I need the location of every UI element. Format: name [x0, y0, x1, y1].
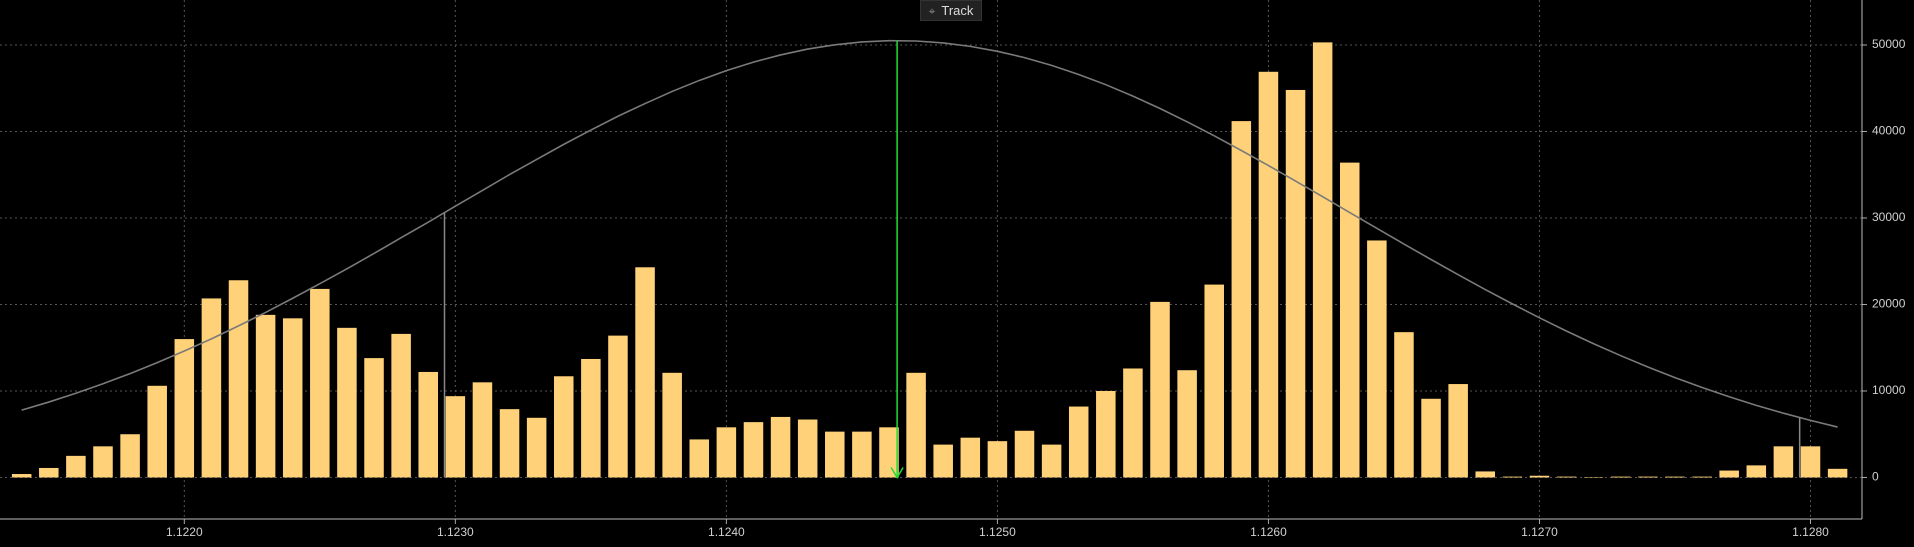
- x-tick-label: 1.1260: [1250, 525, 1287, 539]
- bar: [1827, 468, 1848, 478]
- bar: [960, 437, 981, 478]
- bar: [282, 318, 303, 478]
- bar: [1611, 476, 1631, 478]
- bar: [1746, 465, 1767, 478]
- bar: [1068, 406, 1089, 478]
- bar: [445, 396, 466, 478]
- bar: [852, 431, 872, 478]
- bar: [1556, 476, 1577, 478]
- bar: [93, 446, 113, 478]
- bar: [310, 288, 330, 478]
- bar: [499, 409, 520, 478]
- bar: [1123, 368, 1143, 478]
- bar: [987, 441, 1008, 478]
- bar: [174, 339, 195, 478]
- bar: [1665, 476, 1685, 478]
- bar: [1773, 446, 1794, 478]
- bar: [933, 444, 953, 478]
- bar: [1421, 398, 1441, 478]
- bar: [1502, 476, 1523, 478]
- x-tick-label: 1.1240: [708, 525, 745, 539]
- bar: [1096, 390, 1116, 478]
- bar: [201, 298, 222, 478]
- bar: [337, 327, 357, 478]
- bar: [120, 434, 140, 478]
- bar: [553, 376, 574, 478]
- bar: [1041, 444, 1062, 478]
- bar: [1312, 42, 1333, 478]
- bar: [1258, 71, 1279, 478]
- y-tick-label: 0: [1872, 470, 1879, 484]
- y-tick-label: 10000: [1872, 383, 1906, 397]
- bar: [1475, 471, 1496, 478]
- bar: [147, 385, 167, 478]
- x-tick-label: 1.1280: [1792, 525, 1829, 539]
- bar: [716, 427, 737, 478]
- bar: [581, 358, 601, 478]
- bar: [879, 427, 899, 478]
- y-tick-label: 30000: [1872, 210, 1906, 224]
- bar: [472, 382, 493, 478]
- bar: [1719, 470, 1739, 478]
- x-tick-label: 1.1250: [979, 525, 1016, 539]
- bar: [1394, 332, 1414, 478]
- bar: [11, 474, 32, 478]
- bar: [255, 314, 276, 478]
- y-tick-label: 20000: [1872, 297, 1906, 311]
- bar: [689, 439, 710, 478]
- x-tick-label: 1.1220: [166, 525, 203, 539]
- bar: [1448, 384, 1468, 478]
- bar: [364, 358, 384, 478]
- bar: [743, 422, 764, 478]
- bar: [526, 417, 547, 478]
- bar: [391, 333, 411, 478]
- bar: [1800, 446, 1821, 478]
- bar: [1204, 284, 1224, 478]
- bar: [1285, 89, 1306, 478]
- y-tick-label: 40000: [1872, 124, 1906, 138]
- bar: [797, 419, 818, 478]
- y-tick-label: 50000: [1872, 37, 1906, 51]
- x-tick-label: 1.1230: [437, 525, 474, 539]
- bar: [906, 372, 926, 478]
- bar: [1692, 476, 1712, 478]
- bar: [1177, 370, 1197, 478]
- bar: [39, 467, 59, 478]
- bar: [66, 455, 86, 478]
- bar: [1014, 430, 1035, 478]
- bar: [770, 416, 791, 478]
- track-button[interactable]: ⌖ Track: [920, 0, 982, 21]
- bar: [1339, 162, 1360, 478]
- bar: [1231, 121, 1252, 478]
- bar: [418, 371, 438, 478]
- bar: [608, 335, 628, 478]
- bar: [1367, 240, 1387, 478]
- x-tick-label: 1.1270: [1521, 525, 1558, 539]
- bar: [1638, 476, 1658, 478]
- marker-arrow: [890, 467, 904, 479]
- bar: [825, 431, 845, 478]
- bar: [1529, 475, 1550, 478]
- bar: [1150, 301, 1170, 478]
- bar: [635, 267, 655, 478]
- track-label: Track: [941, 3, 974, 18]
- bar: [228, 280, 249, 478]
- fit-curve: [21, 39, 1838, 428]
- bar: [662, 372, 682, 478]
